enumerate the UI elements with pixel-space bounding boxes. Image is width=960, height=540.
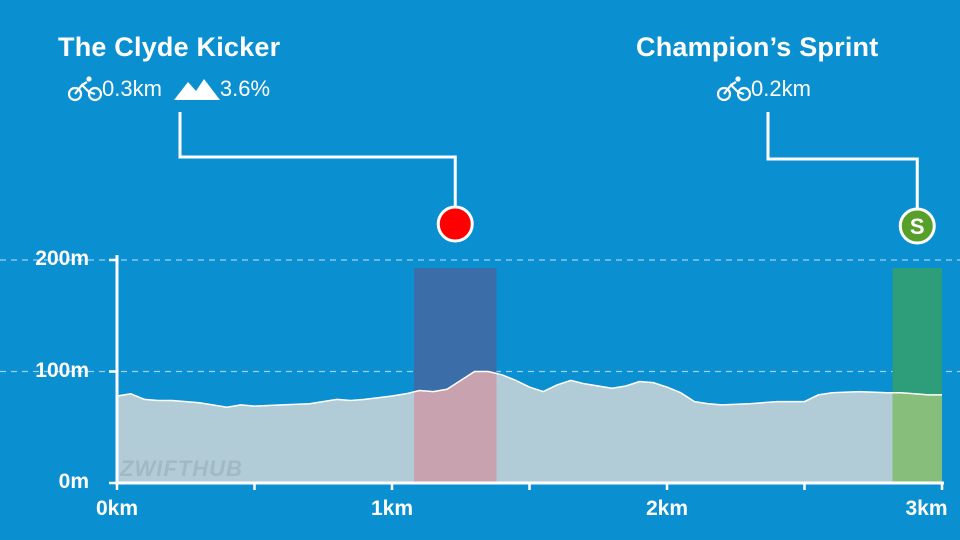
- climb-segment-title: The Clyde Kicker: [58, 32, 281, 62]
- x-tick-label: 1km: [370, 497, 414, 520]
- watermark-part2: HUB: [192, 456, 243, 481]
- sprint-segment-stats: 0.2km: [717, 76, 811, 102]
- sprint-marker: [898, 207, 936, 245]
- sprint-badge-label: S: [910, 214, 925, 239]
- sprint-segment-fill: [892, 392, 942, 483]
- y-tick-label: 100m: [35, 358, 89, 382]
- watermark: ZWIFTHUB: [120, 456, 243, 482]
- climb-gradient: 3.6%: [219, 76, 271, 101]
- x-tick-label: 0km: [95, 497, 139, 520]
- bicycle-icon: [717, 76, 751, 102]
- x-tick-label: 2km: [645, 497, 689, 520]
- watermark-part1: ZWIFT: [120, 456, 193, 481]
- bicycle-icon: [68, 76, 102, 102]
- mountain-icon: [173, 79, 220, 100]
- climb-connector-line: [178, 112, 457, 208]
- elevation-profile-line: [116, 370, 942, 408]
- climb-distance: 0.3km: [102, 76, 162, 101]
- elevation-profile-area: [117, 371, 942, 483]
- x-tick-label: 3km: [905, 497, 948, 520]
- sprint-segment-title: Champion’s Sprint: [636, 32, 879, 62]
- sprint-distance: 0.2km: [751, 76, 811, 101]
- climb-segment-stats: 0.3km 3.6%: [68, 76, 270, 102]
- sprint-connector-line: [766, 112, 919, 210]
- y-tick-label: 200m: [35, 247, 89, 270]
- y-tick-label: 0m: [58, 470, 89, 493]
- climb-marker: [436, 205, 474, 243]
- climb-segment-fill: [414, 371, 497, 483]
